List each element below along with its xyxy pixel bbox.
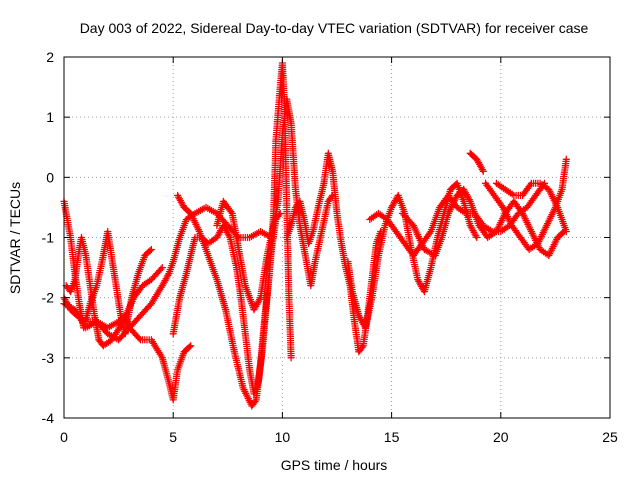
chart-title: Day 003 of 2022, Sidereal Day-to-day VTE… (80, 20, 589, 36)
x-tick-label: 20 (493, 429, 509, 445)
x-axis-label: GPS time / hours (281, 457, 388, 473)
x-tick-label: 15 (384, 429, 400, 445)
series-trace-12 (466, 149, 487, 175)
x-tick-label: 5 (169, 429, 177, 445)
x-tick-label: 25 (602, 429, 618, 445)
y-tick-label: -4 (42, 410, 55, 426)
series-trace-7 (213, 95, 337, 314)
series-trace-14 (492, 179, 570, 236)
x-tick-label: 10 (275, 429, 291, 445)
axis-ticks: 0 5 10 15 20 25 -4 -3 -2 -1 0 1 2 (42, 49, 618, 445)
y-axis-label: SDTVAR / TECUs (7, 182, 23, 294)
y-tick-label: 1 (46, 109, 54, 125)
series-trace-11 (398, 185, 568, 260)
series-trace-6 (173, 59, 295, 410)
data-series (60, 59, 570, 410)
y-tick-label: -2 (42, 290, 55, 306)
y-tick-label: -1 (42, 230, 55, 246)
series-trace-13 (481, 155, 570, 254)
series-trace-8 (283, 149, 385, 356)
y-tick-label: -3 (42, 350, 55, 366)
x-tick-label: 0 (60, 429, 68, 445)
y-tick-label: 2 (46, 49, 54, 65)
y-tick-label: 0 (46, 169, 54, 185)
